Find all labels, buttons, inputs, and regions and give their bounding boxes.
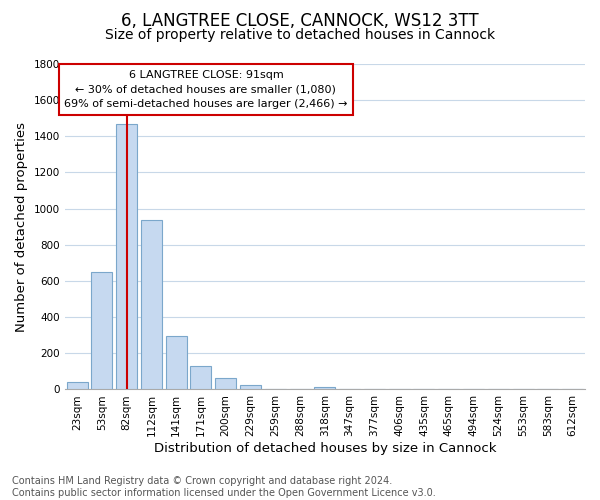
- Text: Contains HM Land Registry data © Crown copyright and database right 2024.
Contai: Contains HM Land Registry data © Crown c…: [12, 476, 436, 498]
- Bar: [215, 378, 236, 390]
- Bar: [67, 382, 88, 390]
- X-axis label: Distribution of detached houses by size in Cannock: Distribution of detached houses by size …: [154, 442, 496, 455]
- Bar: [314, 386, 335, 390]
- Text: 6, LANGTREE CLOSE, CANNOCK, WS12 3TT: 6, LANGTREE CLOSE, CANNOCK, WS12 3TT: [121, 12, 479, 30]
- Bar: [91, 272, 112, 390]
- Text: Size of property relative to detached houses in Cannock: Size of property relative to detached ho…: [105, 28, 495, 42]
- Text: 6 LANGTREE CLOSE: 91sqm
← 30% of detached houses are smaller (1,080)
69% of semi: 6 LANGTREE CLOSE: 91sqm ← 30% of detache…: [64, 70, 347, 109]
- Bar: [116, 124, 137, 390]
- Bar: [190, 366, 211, 390]
- Bar: [141, 220, 162, 390]
- Bar: [240, 385, 261, 390]
- Y-axis label: Number of detached properties: Number of detached properties: [15, 122, 28, 332]
- Bar: [166, 336, 187, 390]
